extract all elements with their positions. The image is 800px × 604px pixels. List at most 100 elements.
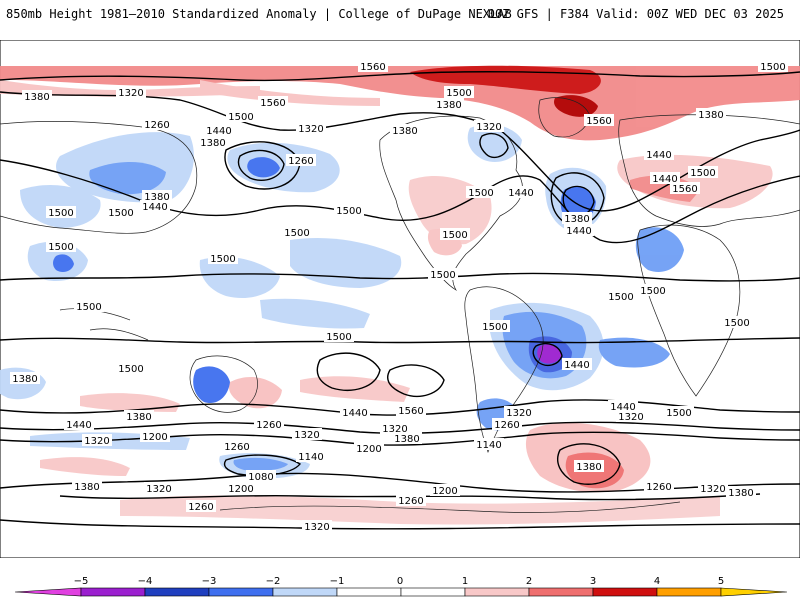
colorbar-segment-2 [144, 587, 210, 597]
svg-text:1380: 1380 [394, 434, 419, 445]
antarctica-outline [219, 501, 681, 513]
contour-label-c45: 1380 [10, 372, 40, 385]
contour-label-c6: 1500 [226, 110, 256, 123]
svg-text:1200: 1200 [228, 484, 253, 495]
contour-label-c57: 1200 [226, 482, 256, 495]
svg-text:1440: 1440 [610, 402, 635, 413]
svg-text:1200: 1200 [432, 486, 457, 497]
svg-text:1260: 1260 [398, 496, 423, 507]
svg-text:1320: 1320 [298, 124, 323, 135]
contour-label-c36: 1500 [428, 268, 458, 281]
colorbar-segment-5 [336, 587, 402, 597]
arctic-light-positive [0, 80, 260, 97]
asia-west-outline [0, 121, 198, 234]
svg-text:1440: 1440 [66, 420, 91, 431]
contour-label-c1: 1560 [358, 60, 388, 73]
svg-text:1500: 1500 [690, 168, 715, 179]
svg-text:1500: 1500 [468, 188, 493, 199]
svg-text:1500: 1500 [76, 302, 101, 313]
antarctic-positive-band [120, 495, 720, 525]
contour-label-c54: 1260 [254, 418, 284, 431]
colorbar: −5 −4 −3 −2 −1 0 1 2 3 4 5 [0, 570, 800, 600]
svg-text:1320: 1320 [618, 412, 643, 423]
contour-label-c73: 1320 [698, 482, 728, 495]
svg-text:1560: 1560 [586, 116, 611, 127]
contour-label-c79: 1440 [564, 430, 594, 443]
siberia-mid-negative [89, 161, 166, 195]
svg-text:1500: 1500 [210, 254, 235, 265]
contour-label-c44: 1500 [722, 316, 752, 329]
svg-text:1080: 1080 [248, 472, 273, 483]
contour-label-c61: 1320 [380, 422, 410, 435]
contour-1320-antarctic [0, 519, 800, 530]
map-title: 850mb Height 1981–2010 Standardized Anom… [6, 7, 512, 21]
contour-label-c18: 1500 [466, 186, 496, 199]
svg-text:1320: 1320 [146, 484, 171, 495]
contour-label-c50: 1320 [82, 434, 112, 447]
contour-label-c47: 1560 [396, 404, 426, 417]
north-pacific-low-core [247, 157, 280, 178]
contour-label-c21: 1500 [440, 228, 470, 241]
svg-text:1500: 1500 [608, 292, 633, 303]
contour-label-c67: 1140 [474, 438, 504, 451]
colorbar-segment-4 [272, 587, 338, 597]
tick-neg2: −2 [266, 576, 281, 587]
svg-text:1440: 1440 [342, 408, 367, 419]
contour-label-c2: 1500 [758, 60, 788, 73]
contour-label-c35: 1500 [208, 252, 238, 265]
eurasia-outline [618, 114, 800, 227]
tick-neg4: −4 [138, 576, 153, 587]
svg-text:1500: 1500 [118, 364, 143, 375]
contour-hudson-low-rings [479, 132, 509, 159]
svg-text:1440: 1440 [206, 126, 231, 137]
africa-outline [637, 224, 741, 397]
svg-text:1260: 1260 [188, 502, 213, 513]
contour-pacific-high [316, 352, 381, 391]
title-bar: 850mb Height 1981–2010 Standardized Anom… [0, 0, 800, 30]
contour-label-c9: 1380 [198, 136, 228, 149]
svg-text:1500: 1500 [482, 322, 507, 333]
contour-1500-south [0, 337, 800, 344]
svg-text:1500: 1500 [430, 270, 455, 281]
contour-label-c49: 1380 [124, 410, 154, 423]
svg-text:1440: 1440 [646, 150, 671, 161]
contour-label-c38: 1500 [480, 320, 510, 333]
southern-ocean-positive-b [228, 376, 282, 409]
contour-label-c22: 1380 [696, 108, 726, 121]
contour-label-c14: 1380 [434, 98, 464, 111]
contour-label-c29: 1380 [142, 190, 172, 203]
contour-label-c16: 1440 [506, 186, 536, 199]
contour-labels: 1560 1500 1380 1320 1560 1500 1260 1440 … [0, 60, 788, 533]
svg-text:1560: 1560 [672, 184, 697, 195]
colorbar-segment-3 [208, 587, 274, 597]
north-pacific-light-positive [200, 80, 380, 106]
contour-label-c55: 1140 [296, 450, 326, 463]
contour-label-c15: 1320 [474, 120, 504, 133]
australia-outline [189, 355, 258, 413]
svg-text:1320: 1320 [118, 88, 143, 99]
colorbar-segment-7 [464, 587, 530, 597]
svg-text:1380: 1380 [24, 92, 49, 103]
contour-label-c4: 1320 [116, 86, 146, 99]
contour-label-c25: 1500 [688, 166, 718, 179]
tick-1: 1 [462, 576, 468, 587]
tick-neg5: −5 [74, 576, 89, 587]
svg-text:1260: 1260 [144, 120, 169, 131]
svg-text:1260: 1260 [224, 442, 249, 453]
contour-label-c20: 1440 [564, 224, 594, 237]
contour-label-c53: 1320 [292, 428, 322, 441]
contour-1500-tropics [0, 272, 800, 282]
contour-label-c42: 1500 [638, 284, 668, 297]
svg-text:1440: 1440 [652, 174, 677, 185]
contour-label-c43: 1440 [562, 358, 592, 371]
svg-text:1560: 1560 [398, 406, 423, 417]
svg-text:1440: 1440 [142, 202, 167, 213]
svg-text:1380: 1380 [698, 110, 723, 121]
svg-text:1500: 1500 [446, 88, 471, 99]
colorbar-segment-0 [14, 587, 82, 597]
contour-label-c75: 1200 [0, 486, 30, 499]
svg-text:1320: 1320 [84, 436, 109, 447]
svg-text:1500: 1500 [48, 242, 73, 253]
svg-text:1320: 1320 [294, 430, 319, 441]
contour-label-c17: 1560 [584, 114, 614, 127]
